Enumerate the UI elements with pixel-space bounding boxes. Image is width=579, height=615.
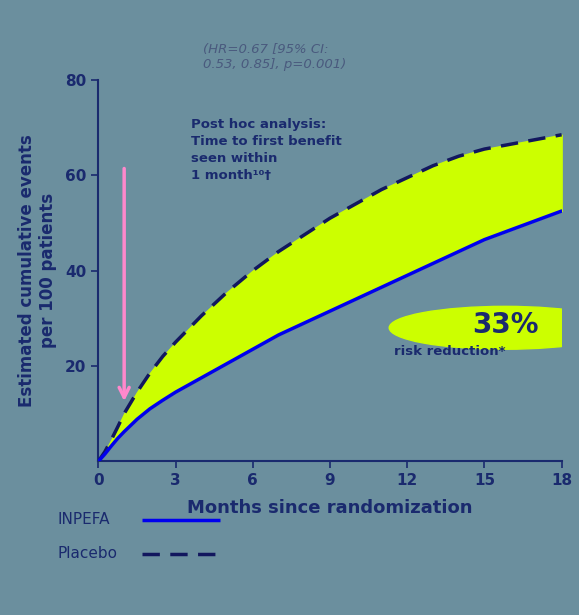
Text: Post hoc analysis:
Time to first benefit
seen within
1 month¹⁰†: Post hoc analysis: Time to first benefit… bbox=[191, 118, 342, 182]
Circle shape bbox=[389, 306, 579, 349]
Text: INPEFA: INPEFA bbox=[58, 512, 111, 527]
Text: 33%: 33% bbox=[472, 311, 538, 339]
Text: Placebo: Placebo bbox=[58, 546, 118, 561]
X-axis label: Months since randomization: Months since randomization bbox=[187, 499, 473, 517]
Y-axis label: Estimated cumulative events
per 100 patients: Estimated cumulative events per 100 pati… bbox=[18, 134, 57, 407]
Text: (HR=0.67 [95% CI:
0.53, 0.85], p=0.001): (HR=0.67 [95% CI: 0.53, 0.85], p=0.001) bbox=[203, 42, 346, 71]
Text: risk reduction*: risk reduction* bbox=[394, 345, 506, 358]
